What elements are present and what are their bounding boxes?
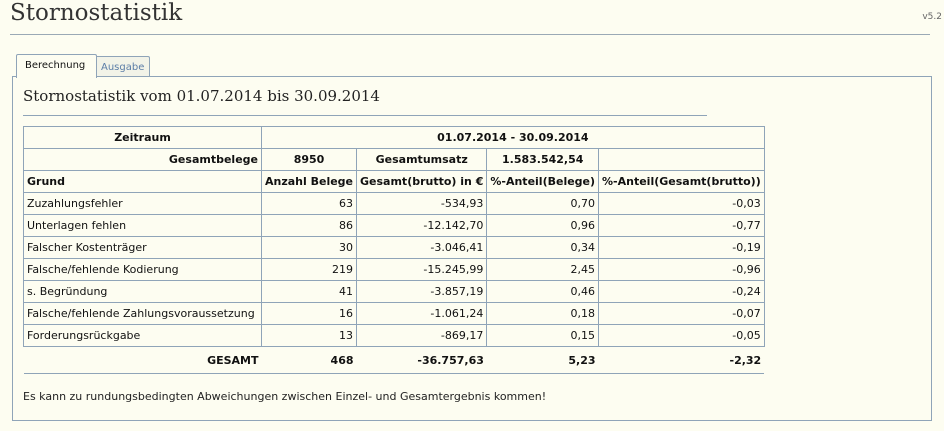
anteil-gesamt-cell: -0,77 <box>598 214 765 237</box>
column-header: Grund <box>23 170 262 193</box>
grund-cell: Falscher Kostenträger <box>23 236 262 259</box>
title-divider <box>10 34 930 35</box>
zeitraum-label: Zeitraum <box>23 126 262 149</box>
table-row: Falsche/fehlende Kodierung 219 -15.245,9… <box>23 258 765 281</box>
total-label: GESAMT <box>207 353 259 367</box>
total-anteil-gesamt: -2,32 <box>729 353 762 367</box>
total-gesamt: -36.757,63 <box>417 353 484 367</box>
gesamtbelege-label: Gesamtbelege <box>23 148 262 171</box>
grund-cell: s. Begründung <box>23 280 262 303</box>
column-header: Gesamt(brutto) in € <box>356 170 488 193</box>
table-row: s. Begründung 41 -3.857,19 0,46 -0,24 <box>23 280 765 303</box>
anzahl-cell: 41 <box>260 280 358 303</box>
anzahl-cell: 16 <box>260 302 358 325</box>
grund-cell: Falsche/fehlende Zahlungsvoraussetzung <box>23 302 262 325</box>
statistics-table: Zeitraum 01.07.2014 - 30.09.2014 Gesamtb… <box>23 126 765 374</box>
gesamt-cell: -3.857,19 <box>356 280 488 303</box>
gesamt-cell: -869,17 <box>356 324 488 347</box>
rounding-note: Es kann zu rundungsbedingten Abweichunge… <box>23 390 547 403</box>
table-row: Falscher Kostenträger 30 -3.046,41 0,34 … <box>23 236 765 259</box>
gesamt-cell: -1.061,24 <box>356 302 488 325</box>
grund-cell: Unterlagen fehlen <box>23 214 262 237</box>
anteil-belege-cell: 0,70 <box>486 192 600 215</box>
summary-row: Gesamtbelege 8950 Gesamtumsatz 1.583.542… <box>23 148 765 171</box>
report-title: Stornostatistik vom 01.07.2014 bis 30.09… <box>23 87 380 105</box>
app-title: Stornostatistik <box>10 0 183 26</box>
column-header: Anzahl Belege <box>260 170 358 193</box>
total-anzahl: 468 <box>330 353 354 367</box>
table-row: Zuzahlungsfehler 63 -534,93 0,70 -0,03 <box>23 192 765 215</box>
anteil-gesamt-cell: -0,03 <box>598 192 765 215</box>
anteil-gesamt-cell: -0,24 <box>598 280 765 303</box>
anteil-gesamt-cell: -0,19 <box>598 236 765 259</box>
anzahl-cell: 30 <box>260 236 358 259</box>
report-panel: Stornostatistik vom 01.07.2014 bis 30.09… <box>12 76 932 421</box>
table-row: Unterlagen fehlen 86 -12.142,70 0,96 -0,… <box>23 214 765 237</box>
anzahl-cell: 86 <box>260 214 358 237</box>
anteil-belege-cell: 0,18 <box>486 302 600 325</box>
report-title-divider <box>23 115 707 116</box>
total-anteil-belege: 5,23 <box>568 353 596 367</box>
empty-cell <box>598 148 765 171</box>
anteil-gesamt-cell: -0,96 <box>598 258 765 281</box>
tab-berechnung[interactable]: Berechnung <box>16 54 97 78</box>
anteil-belege-cell: 0,46 <box>486 280 600 303</box>
anteil-belege-cell: 0,15 <box>486 324 600 347</box>
anzahl-cell: 63 <box>260 192 358 215</box>
total-row: GESAMT 468 -36.757,63 5,23 -2,32 <box>23 347 765 374</box>
gesamtumsatz-label: Gesamtumsatz <box>356 148 488 171</box>
anteil-belege-cell: 2,45 <box>486 258 600 281</box>
column-header: %-Anteil(Belege) <box>486 170 600 193</box>
gesamt-cell: -15.245,99 <box>356 258 488 281</box>
zeitraum-row: Zeitraum 01.07.2014 - 30.09.2014 <box>23 126 765 149</box>
grund-cell: Forderungsrückgabe <box>23 324 262 347</box>
gesamt-cell: -3.046,41 <box>356 236 488 259</box>
gesamtumsatz-value: 1.583.542,54 <box>486 148 600 171</box>
table-row: Forderungsrückgabe 13 -869,17 0,15 -0,05 <box>23 324 765 347</box>
anteil-gesamt-cell: -0,07 <box>598 302 765 325</box>
anteil-belege-cell: 0,34 <box>486 236 600 259</box>
tab-ausgabe[interactable]: Ausgabe <box>92 56 150 78</box>
gesamt-cell: -12.142,70 <box>356 214 488 237</box>
table-row: Falsche/fehlende Zahlungsvoraussetzung 1… <box>23 302 765 325</box>
grund-cell: Falsche/fehlende Kodierung <box>23 258 262 281</box>
zeitraum-value: 01.07.2014 - 30.09.2014 <box>261 126 765 149</box>
column-header: %-Anteil(Gesamt(brutto)) <box>598 170 765 193</box>
version-label: v5.2 <box>922 12 942 22</box>
anteil-belege-cell: 0,96 <box>486 214 600 237</box>
anzahl-cell: 219 <box>260 258 358 281</box>
anzahl-cell: 13 <box>260 324 358 347</box>
column-header-row: Grund Anzahl Belege Gesamt(brutto) in € … <box>23 170 765 193</box>
grund-cell: Zuzahlungsfehler <box>23 192 262 215</box>
anteil-gesamt-cell: -0,05 <box>598 324 765 347</box>
gesamt-cell: -534,93 <box>356 192 488 215</box>
gesamtbelege-value: 8950 <box>260 148 358 171</box>
